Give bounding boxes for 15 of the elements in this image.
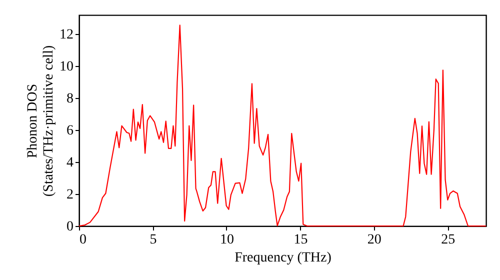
x-tick-label: 10 xyxy=(220,232,234,248)
y-axis-title: Phonon DOS (States/THz·primitive cell) xyxy=(26,45,56,197)
y-tick-label: 6 xyxy=(66,124,74,139)
y-tick-label: 4 xyxy=(66,156,74,171)
x-tick-label: 20 xyxy=(367,232,382,248)
x-tick-label: 15 xyxy=(294,232,308,248)
y-tick-label: 10 xyxy=(60,60,74,75)
y-tick-label: 0 xyxy=(66,220,74,234)
x-tick-label: 0 xyxy=(80,232,86,248)
x-axis-title: Frequency (THz) xyxy=(234,250,332,266)
y-tick-label: 2 xyxy=(66,188,74,203)
y-tick-label: 8 xyxy=(66,92,74,107)
x-tick-label: 5 xyxy=(150,232,157,248)
y-tick-label: 12 xyxy=(60,28,74,43)
x-tick-label: 25 xyxy=(441,232,456,248)
